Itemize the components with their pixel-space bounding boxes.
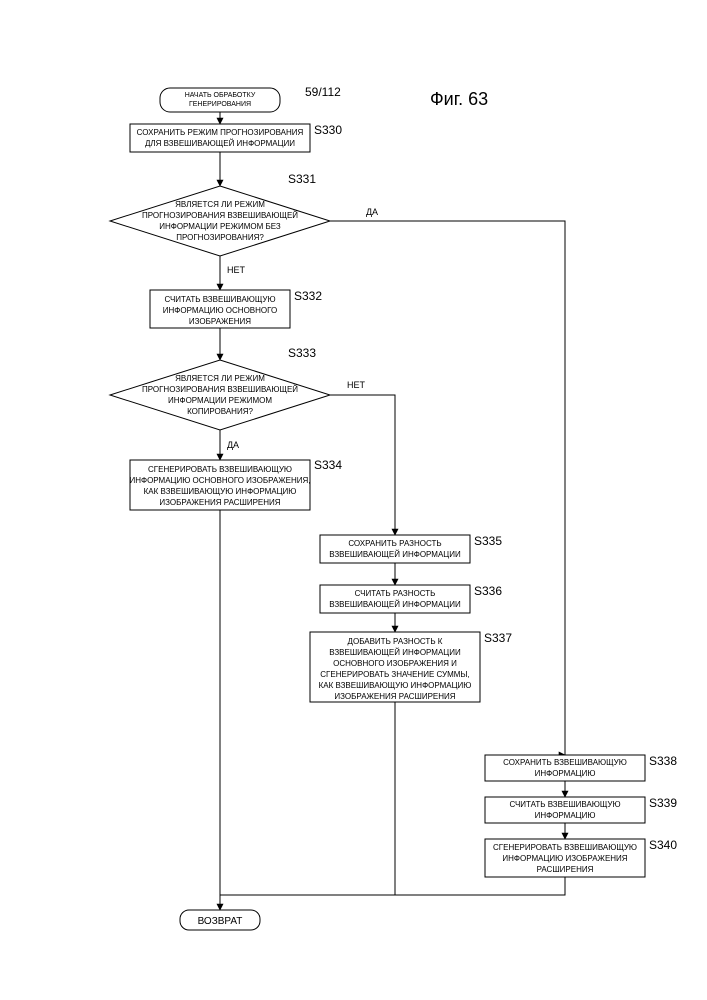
- s334-l1: ИНФОРМАЦИЮ ОСНОВНОГО ИЗОБРАЖЕНИЯ,: [129, 476, 310, 485]
- s330-line1: ДЛЯ ВЗВЕШИВАЮЩЕЙ ИНФОРМАЦИИ: [145, 139, 295, 148]
- s336-l0: СЧИТАТЬ РАЗНОСТЬ: [355, 589, 436, 598]
- s333-l1: ПРОГНОЗИРОВАНИЯ ВЗВЕШИВАЮЩЕЙ: [142, 385, 298, 394]
- s334-label: S334: [314, 458, 342, 472]
- s333-no: НЕТ: [347, 380, 366, 390]
- s340-l1: ИНФОРМАЦИЮ ИЗОБРАЖЕНИЯ: [502, 854, 627, 863]
- s332-line0: СЧИТАТЬ ВЗВЕШИВАЮЩУЮ: [164, 295, 275, 304]
- s332-line2: ИЗОБРАЖЕНИЯ: [189, 317, 251, 326]
- node-s340: СГЕНЕРИРОВАТЬ ВЗВЕШИВАЮЩУЮ ИНФОРМАЦИЮ ИЗ…: [485, 838, 677, 877]
- s333-l0: ЯВЛЯЕТСЯ ЛИ РЕЖИМ: [175, 374, 265, 383]
- s330-line0: СОХРАНИТЬ РЕЖИМ ПРОГНОЗИРОВАНИЯ: [137, 128, 304, 137]
- start-terminator: НАЧАТЬ ОБРАБОТКУ ГЕНЕРИРОВАНИЯ: [160, 88, 280, 112]
- s336-l1: ВЗВЕШИВАЮЩЕЙ ИНФОРМАЦИИ: [329, 600, 461, 609]
- node-s332: СЧИТАТЬ ВЗВЕШИВАЮЩУЮ ИНФОРМАЦИЮ ОСНОВНОГ…: [150, 289, 322, 328]
- s332-line1: ИНФОРМАЦИЮ ОСНОВНОГО: [163, 306, 278, 315]
- s337-l5: ИЗОБРАЖЕНИЯ РАСШИРЕНИЯ: [334, 692, 455, 701]
- s333-label: S333: [288, 346, 316, 360]
- s334-l0: СГЕНЕРИРОВАТЬ ВЗВЕШИВАЮЩУЮ: [148, 465, 292, 474]
- s340-l2: РАСШИРЕНИЯ: [537, 865, 594, 874]
- s331-line1: ПРОГНОЗИРОВАНИЯ ВЗВЕШИВАЮЩЕЙ: [142, 211, 298, 220]
- s335-label: S335: [474, 534, 502, 548]
- s334-l2: КАК ВЗВЕШИВАЮЩУЮ ИНФОРМАЦИЮ: [144, 487, 297, 496]
- return-text: ВОЗВРАТ: [198, 916, 243, 927]
- s338-l0: СОХРАНИТЬ ВЗВЕШИВАЮЩУЮ: [503, 758, 627, 767]
- s340-l0: СГЕНЕРИРОВАТЬ ВЗВЕШИВАЮЩУЮ: [493, 843, 637, 852]
- node-s338: СОХРАНИТЬ ВЗВЕШИВАЮЩУЮ ИНФОРМАЦИЮ S338: [485, 754, 677, 781]
- s331-line3: ПРОГНОЗИРОВАНИЯ?: [176, 233, 264, 242]
- s335-l0: СОХРАНИТЬ РАЗНОСТЬ: [348, 539, 441, 548]
- s333-l3: КОПИРОВАНИЯ?: [187, 407, 253, 416]
- start-line1: НАЧАТЬ ОБРАБОТКУ: [185, 92, 256, 99]
- s337-l3: СГЕНЕРИРОВАТЬ ЗНАЧЕНИЕ СУММЫ,: [320, 670, 469, 679]
- return-terminator: ВОЗВРАТ: [180, 910, 260, 930]
- s337-l2: ОСНОВНОГО ИЗОБРАЖЕНИЯ И: [333, 659, 457, 668]
- s333-l2: ИНФОРМАЦИИ РЕЖИМОМ: [168, 396, 272, 405]
- s334-l3: ИЗОБРАЖЕНИЯ РАСШИРЕНИЯ: [159, 498, 280, 507]
- s332-label: S332: [294, 289, 322, 303]
- s339-label: S339: [649, 796, 677, 810]
- s337-l4: КАК ВЗВЕШИВАЮЩУЮ ИНФОРМАЦИЮ: [319, 681, 472, 690]
- s331-no: НЕТ: [227, 265, 246, 275]
- s339-l0: СЧИТАТЬ ВЗВЕШИВАЮЩУЮ: [509, 800, 620, 809]
- start-line2: ГЕНЕРИРОВАНИЯ: [189, 101, 251, 108]
- page-number: 59/112: [305, 85, 341, 99]
- s339-l1: ИНФОРМАЦИЮ: [535, 811, 596, 820]
- node-s336: СЧИТАТЬ РАЗНОСТЬ ВЗВЕШИВАЮЩЕЙ ИНФОРМАЦИИ…: [320, 584, 502, 613]
- s337-l0: ДОБАВИТЬ РАЗНОСТЬ К: [348, 637, 443, 646]
- node-s335: СОХРАНИТЬ РАЗНОСТЬ ВЗВЕШИВАЮЩЕЙ ИНФОРМАЦ…: [320, 534, 502, 563]
- node-s334: СГЕНЕРИРОВАТЬ ВЗВЕШИВАЮЩУЮ ИНФОРМАЦИЮ ОС…: [129, 458, 342, 510]
- s330-label: S330: [314, 123, 342, 137]
- s331-line0: ЯВЛЯЕТСЯ ЛИ РЕЖИМ: [175, 200, 265, 209]
- node-s337: ДОБАВИТЬ РАЗНОСТЬ К ВЗВЕШИВАЮЩЕЙ ИНФОРМА…: [310, 631, 512, 702]
- s336-label: S336: [474, 584, 502, 598]
- s335-l1: ВЗВЕШИВАЮЩЕЙ ИНФОРМАЦИИ: [329, 550, 461, 559]
- s338-label: S338: [649, 754, 677, 768]
- s338-l1: ИНФОРМАЦИЮ: [535, 769, 596, 778]
- s331-label: S331: [288, 172, 316, 186]
- figure-label: Фиг. 63: [430, 89, 488, 109]
- s337-l1: ВЗВЕШИВАЮЩЕЙ ИНФОРМАЦИИ: [329, 648, 461, 657]
- flowchart: 59/112 Фиг. 63 НАЧАТЬ ОБРАБОТКУ ГЕНЕРИРО…: [0, 0, 707, 1000]
- node-s339: СЧИТАТЬ ВЗВЕШИВАЮЩУЮ ИНФОРМАЦИЮ S339: [485, 796, 677, 823]
- s340-label: S340: [649, 838, 677, 852]
- s337-label: S337: [484, 631, 512, 645]
- node-s330: СОХРАНИТЬ РЕЖИМ ПРОГНОЗИРОВАНИЯ ДЛЯ ВЗВЕ…: [130, 123, 342, 152]
- s333-yes: ДА: [227, 440, 239, 450]
- s331-line2: ИНФОРМАЦИИ РЕЖИМОМ БЕЗ: [159, 222, 281, 231]
- s331-yes: ДА: [366, 207, 378, 217]
